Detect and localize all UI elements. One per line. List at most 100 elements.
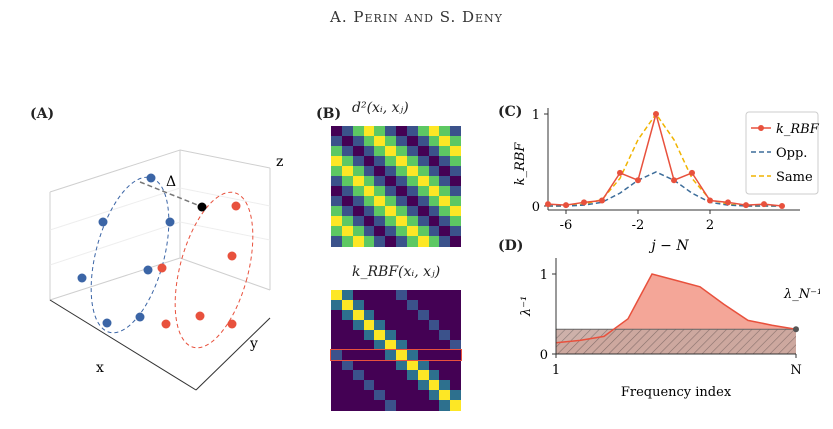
heatmap-cell [428, 156, 440, 167]
heatmap-cell [363, 350, 375, 361]
heatmap-cell [396, 196, 408, 207]
heatmap-cell [417, 350, 429, 361]
heatmap-cell [385, 126, 397, 137]
heatmap-cell [439, 370, 451, 381]
heatmap-cell [374, 186, 386, 197]
heatmap-cell [406, 380, 419, 391]
c-x-tick-label: 2 [706, 218, 714, 233]
heatmap-cell [341, 310, 354, 321]
c-x-label: j − N [648, 238, 689, 254]
heatmap-cell [417, 196, 429, 207]
heatmap-cell [439, 126, 451, 137]
heatmap-cell [352, 290, 364, 301]
heatmap-cell [406, 136, 419, 147]
heatmap-cell [341, 400, 354, 411]
heatmap-cell [385, 156, 397, 167]
heatmap-cell [406, 370, 419, 381]
heatmap-cell [417, 330, 429, 341]
c-y-tick-label: 0 [532, 200, 540, 215]
c-legend-label: Same [776, 170, 813, 185]
heatmap-cell [439, 330, 451, 341]
heatmap-cell [352, 350, 364, 361]
heatmap-cell [417, 370, 429, 381]
heatmap-cell [385, 380, 397, 391]
heatmap-cell [428, 226, 440, 237]
heatmap-cell [374, 166, 386, 177]
heatmap-cell [396, 370, 408, 381]
heatmap-cell [331, 360, 343, 371]
heatmap-cell [385, 216, 397, 227]
heatmap-cell [331, 216, 343, 227]
heatmap-cell [363, 320, 375, 331]
heatmap-cell [428, 186, 440, 197]
heatmap-cell [341, 146, 354, 157]
heatmap-cell [374, 290, 386, 301]
heatmap-cell [417, 126, 429, 137]
heatmap-cell [331, 320, 343, 331]
heatmap-cell [352, 206, 364, 217]
heatmap-cell [428, 340, 440, 351]
heatmap-cell [363, 226, 375, 237]
heatmap-cell [363, 186, 375, 197]
heatmap-cell [352, 300, 364, 311]
heatmap-cell [363, 330, 375, 341]
heatmap-cell [352, 360, 364, 371]
heatmap-cell [385, 390, 397, 401]
heatmap-cell [439, 206, 451, 217]
black-point [197, 202, 207, 212]
heatmap-cell [417, 236, 429, 247]
heatmap-cell [352, 236, 364, 247]
heatmap-cell [363, 310, 375, 321]
c-series-point [707, 197, 713, 204]
heatmap-cell [341, 390, 354, 401]
heatmap-cell [428, 400, 440, 411]
heatmap-cell [341, 340, 354, 351]
heatmap-cell [374, 330, 386, 341]
heatmap-cell [341, 380, 354, 391]
heatmap-cell [396, 206, 408, 217]
heatmap-cell [406, 300, 419, 311]
heatmap-cell [439, 380, 451, 391]
heatmap-cell [331, 290, 343, 301]
heatmap-cell [352, 310, 364, 321]
heatmap-cell [439, 350, 451, 361]
axis-y-label: y [249, 336, 258, 352]
heatmap-cell [406, 330, 419, 341]
heatmap-cell [341, 350, 354, 361]
heatmap-cell [428, 290, 440, 301]
heatmap-cell [396, 380, 408, 391]
panel-c-chart: -6 -2 2 0 1 j − N k_RBF k_RBF Opp. Same [513, 108, 820, 254]
heatmap-cell [396, 360, 408, 371]
heatmap-cell [341, 216, 354, 227]
red-points [157, 201, 241, 329]
heatmap-cell [341, 320, 354, 331]
heatmap-cell [417, 176, 429, 187]
heatmap-cell [341, 206, 354, 217]
heatmap-cell [428, 146, 440, 157]
heatmap-cell [450, 156, 462, 167]
heatmap-cell [352, 216, 364, 227]
heatmap-cell [363, 176, 375, 187]
heatmap-cell [363, 156, 375, 167]
heatmap-cell [374, 340, 386, 351]
heatmap-cell [352, 126, 364, 137]
heatmap-cell [341, 360, 354, 371]
heatmap-cell [417, 400, 429, 411]
d-y-tick-label: 1 [540, 268, 548, 283]
heatmap-cell [374, 216, 386, 227]
heatmap-cell [363, 196, 375, 207]
heatmap-cell [428, 136, 440, 147]
heatmap-cell [331, 126, 343, 137]
c-legend-marker [758, 125, 764, 131]
heatmap-cell [439, 136, 451, 147]
heatmap-cell [406, 340, 419, 351]
heatmap-cell [396, 126, 408, 137]
c-series-point [743, 202, 749, 209]
heatmap-cell [428, 166, 440, 177]
heatmap-cell [331, 310, 343, 321]
heatmap-cell [374, 360, 386, 371]
panel-b-bottom-title: k_RBF(xᵢ, xⱼ) [352, 264, 441, 280]
heatmap-cell [439, 186, 451, 197]
c-series-point [635, 177, 641, 184]
heatmap-cell [428, 300, 440, 311]
